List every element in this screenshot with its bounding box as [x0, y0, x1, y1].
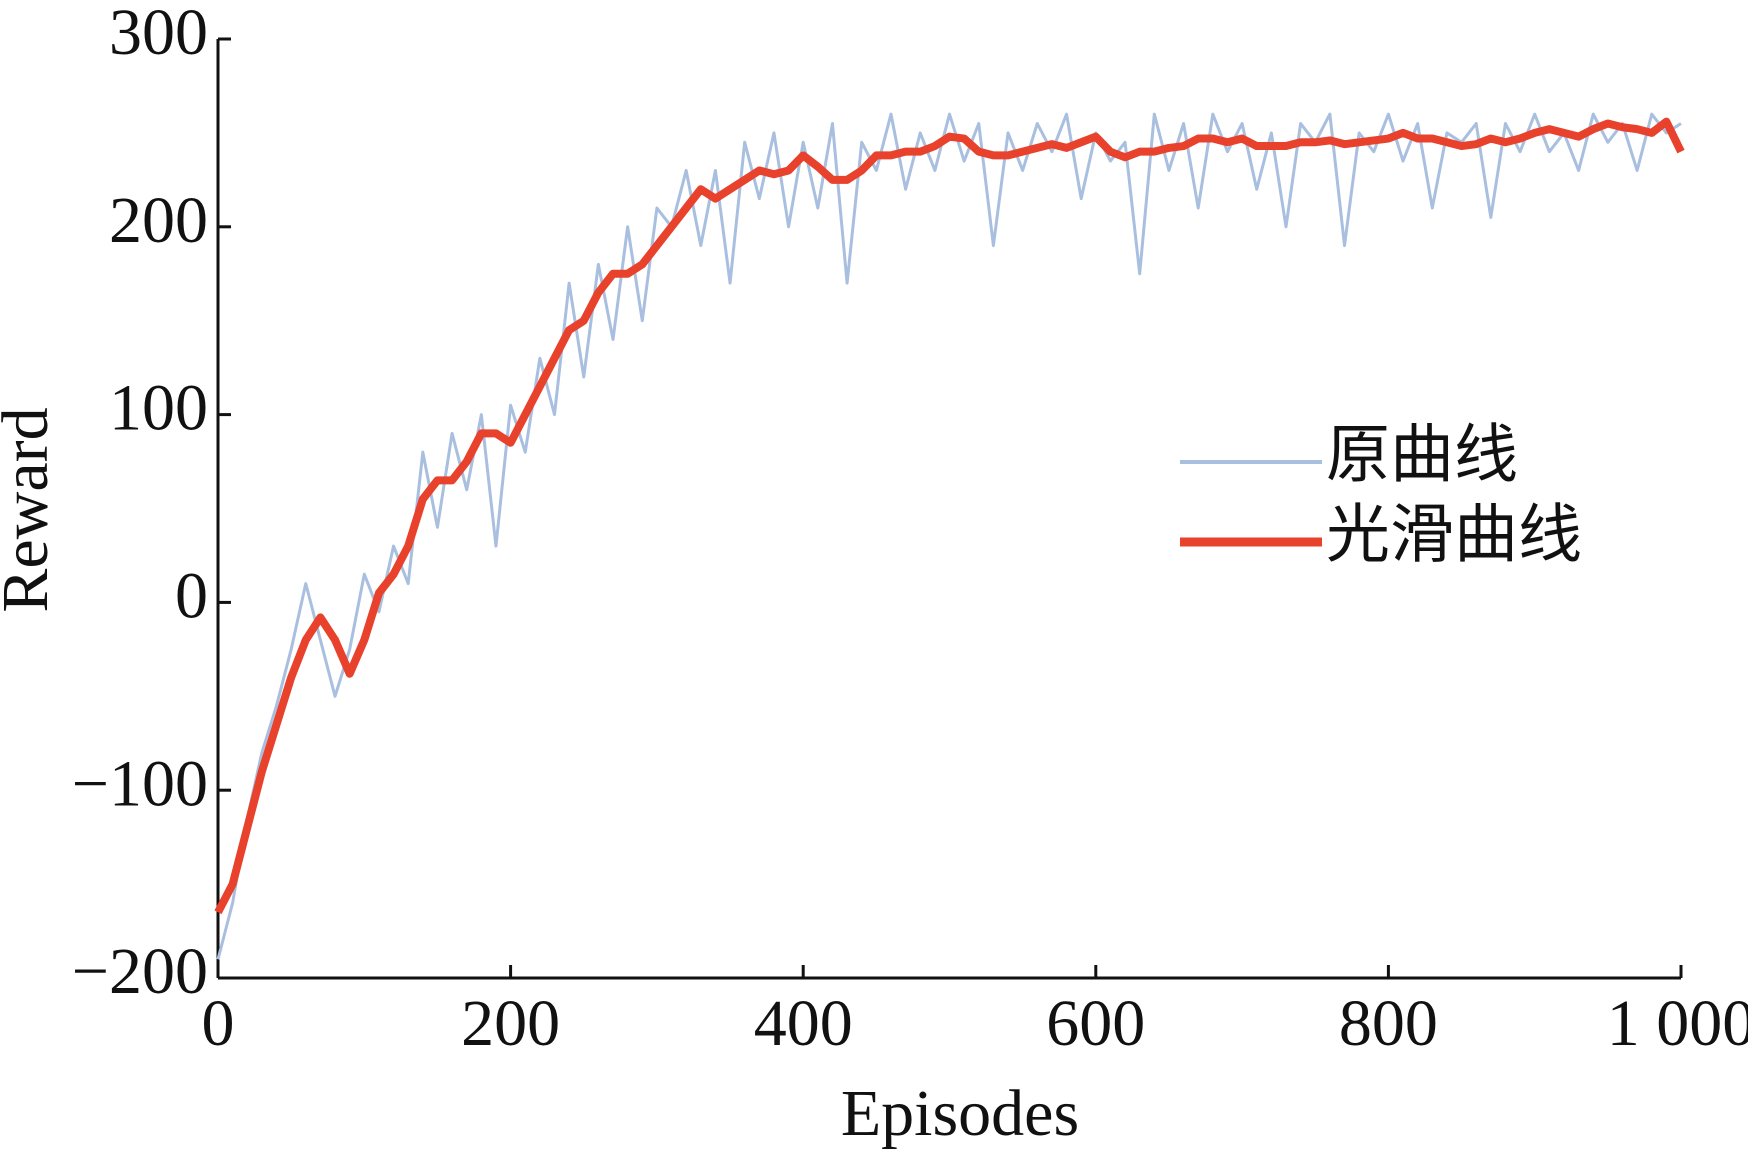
y-tick-label: −200 — [72, 935, 208, 1008]
y-tick-label: 100 — [109, 372, 208, 445]
y-tick-label: −100 — [72, 747, 208, 820]
y-tick-label: 200 — [109, 184, 208, 257]
series-line — [214, 117, 1685, 915]
x-tick-label: 200 — [461, 987, 560, 1060]
x-tick-label: 600 — [1046, 987, 1145, 1060]
x-axis-label: Episodes — [841, 1077, 1079, 1150]
y-axis-label: Reward — [0, 407, 62, 612]
legend-label: 原曲线 — [1326, 420, 1518, 491]
y-tick-label: 0 — [175, 560, 208, 633]
x-tick-label: 1 000 — [1607, 987, 1748, 1060]
legend-label: 光滑曲线 — [1326, 500, 1582, 571]
y-tick-label: 300 — [109, 0, 208, 69]
x-tick-label: 800 — [1339, 987, 1438, 1060]
x-tick-label: 0 — [202, 987, 235, 1060]
x-tick-label: 400 — [754, 987, 853, 1060]
